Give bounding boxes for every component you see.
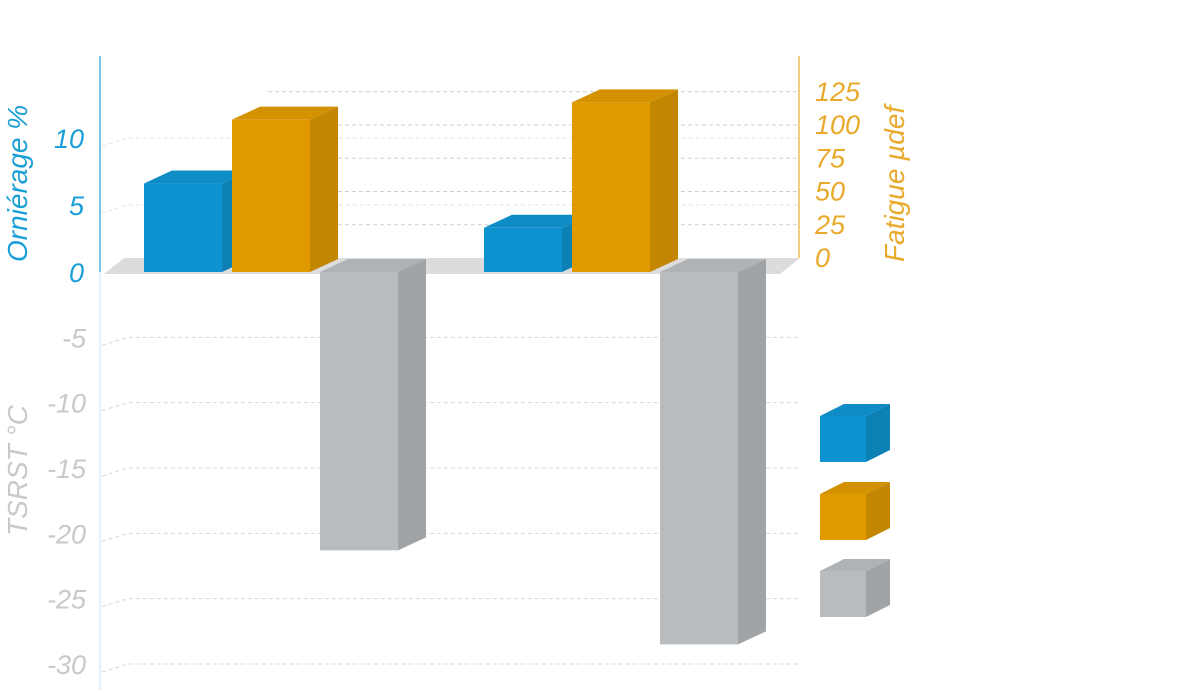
left-bottom-tick-label: -10	[47, 389, 86, 419]
legend-swatch	[820, 482, 890, 540]
bar-top	[320, 259, 426, 272]
bar	[232, 106, 338, 273]
bar-top	[144, 170, 250, 184]
left-bottom-tick-label: -30	[47, 650, 86, 680]
bar-front	[572, 102, 650, 272]
right-tick-label: 0	[815, 243, 830, 273]
left-bottom-tick-labels: -5 -10 -15 -20 -25 -30	[47, 323, 87, 680]
right-tick-label: 75	[815, 143, 846, 173]
bar-side	[398, 259, 426, 551]
left-top-tick-labels: 0 5 10	[54, 124, 85, 288]
left-top-tick-label: 0	[69, 258, 84, 288]
right-axis-title: Fatigue µdef	[879, 103, 910, 262]
legend-swatch-front	[820, 416, 866, 462]
bar	[660, 259, 766, 645]
legend-swatch	[820, 559, 890, 617]
right-tick-label: 25	[814, 210, 846, 240]
legend-swatch-side	[866, 404, 890, 462]
legend-swatch-top	[820, 404, 890, 416]
left-bottom-tick-label: -25	[47, 585, 87, 615]
gridline	[101, 663, 800, 673]
bar-front	[232, 119, 310, 273]
left-top-axis-title: Orniérage %	[2, 105, 33, 262]
bar-top	[572, 89, 678, 103]
gridline	[101, 467, 800, 477]
gridline	[101, 336, 800, 346]
bar-front	[144, 183, 222, 272]
legend-swatch-top	[820, 559, 890, 571]
left-bottom-tick-label: -5	[62, 323, 87, 353]
bar-top	[484, 214, 590, 228]
gridline	[101, 204, 800, 214]
left-bottom-axis-title: TSRST °C	[2, 404, 33, 536]
bars	[144, 89, 766, 645]
left-bottom-tick-label: -15	[47, 454, 87, 484]
gridline	[101, 402, 800, 412]
legend-swatch	[820, 404, 890, 462]
bar-side	[310, 106, 338, 273]
bar-side	[650, 89, 678, 272]
legend-swatch-front	[820, 494, 866, 540]
gridline	[101, 137, 800, 147]
bar	[320, 259, 426, 551]
bar-front	[660, 272, 738, 645]
legend-swatch-top	[820, 482, 890, 494]
bar-front	[484, 227, 562, 272]
left-top-tick-label: 5	[69, 191, 85, 221]
legend-swatch-side	[866, 482, 890, 540]
legend-swatch-front	[820, 571, 866, 617]
bar-top	[232, 106, 338, 120]
legend	[820, 404, 890, 617]
right-tick-label: 100	[815, 110, 860, 140]
right-tick-label: 125	[815, 77, 861, 107]
gridline	[101, 532, 800, 542]
bar-front	[320, 272, 398, 551]
gridline	[101, 598, 800, 608]
bar-side	[738, 259, 766, 645]
left-bottom-tick-label: -20	[47, 519, 86, 549]
left-top-tick-label: 10	[54, 124, 84, 154]
right-tick-label: 50	[815, 177, 845, 207]
bar	[572, 89, 678, 272]
legend-swatch-side	[866, 559, 890, 617]
bar-top	[660, 259, 766, 272]
